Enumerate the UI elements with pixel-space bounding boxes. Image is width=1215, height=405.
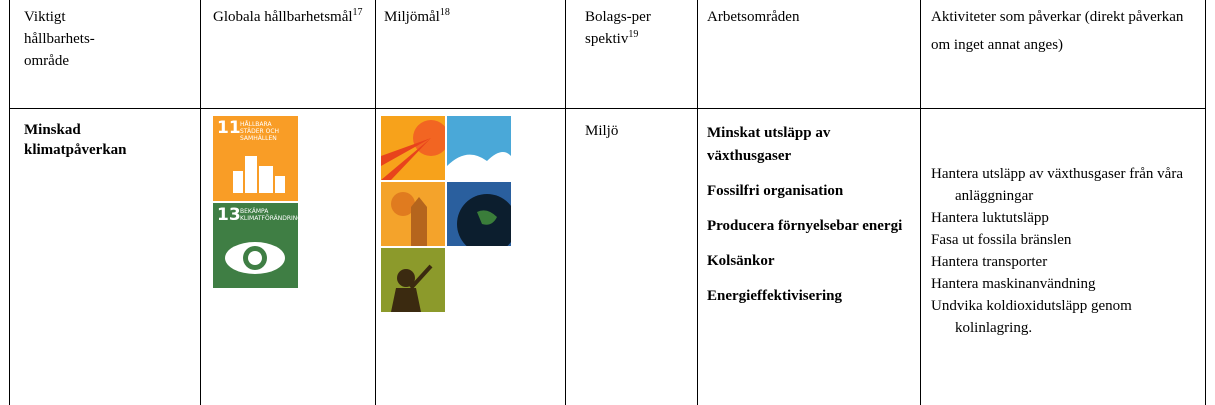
header-text: Aktiviteter som påverkar (direkt påverka… bbox=[931, 9, 1184, 53]
header-text: Arbetsområden bbox=[707, 9, 800, 25]
header-cell: Bolags-perspektiv19 bbox=[585, 6, 655, 50]
sdg-label: BEKÄMPA KLIMATFÖRÄNDRINGARNA bbox=[240, 208, 319, 222]
person bbox=[391, 264, 433, 312]
sdg-icon: 11 HÅLLBARA STÄDER OCH SAMHÄLLEN bbox=[213, 116, 298, 201]
eye-icon bbox=[225, 242, 285, 274]
work-areas: Minskat utsläpp av växthusgaser Fossilfri… bbox=[707, 122, 912, 320]
border bbox=[200, 0, 201, 405]
globe bbox=[457, 194, 517, 254]
footnote: 17 bbox=[352, 7, 363, 18]
activity: Hantera utsläpp av växthusgaser från vår… bbox=[931, 166, 1183, 204]
env-icon bbox=[381, 182, 445, 246]
footnote: 18 bbox=[439, 7, 450, 18]
header-cell: Globala hållbarhetsmål17 bbox=[213, 6, 368, 28]
perspective: Miljö bbox=[585, 123, 619, 139]
header-text: Bolags-perspektiv bbox=[585, 9, 651, 47]
work-area: Energieffektivisering bbox=[707, 288, 842, 304]
work-area: Minskat utsläpp av växthusgaser bbox=[707, 125, 831, 164]
header-cell: Miljömål18 bbox=[384, 6, 554, 28]
activity: Hantera transporter bbox=[931, 254, 1048, 270]
border bbox=[565, 0, 566, 405]
sun bbox=[381, 120, 449, 180]
header-text: Viktigt hållbarhets-område bbox=[24, 9, 95, 69]
header-text: Miljömål bbox=[384, 9, 440, 25]
env-icon bbox=[381, 116, 449, 180]
activity: Hantera maskinanvändning bbox=[931, 276, 1096, 292]
sdg-number: 11 bbox=[217, 118, 241, 138]
env-icon bbox=[381, 248, 445, 312]
activities: Hantera utsläpp av växthusgaser från vår… bbox=[931, 163, 1196, 339]
work-area: Producera förnyelsebar energi bbox=[707, 218, 903, 234]
header-text: Globala hållbarhetsmål bbox=[213, 9, 353, 25]
activity: Undvika koldioxidutsläpp genom kolinlagr… bbox=[931, 298, 1132, 336]
env-icon bbox=[447, 116, 511, 180]
work-area: Fossilfri organisation bbox=[707, 183, 844, 199]
border bbox=[697, 0, 698, 405]
work-area: Kolsänkor bbox=[707, 253, 775, 269]
activity: Hantera luktutsläpp bbox=[931, 210, 1049, 226]
cloud bbox=[447, 152, 511, 180]
header-cell: Aktiviteter som påverkar (direkt påverka… bbox=[931, 3, 1201, 59]
city-icon bbox=[233, 156, 285, 193]
tower bbox=[381, 182, 445, 246]
footnote: 19 bbox=[628, 29, 639, 40]
sdg-label: HÅLLBARA STÄDER OCH SAMHÄLLEN bbox=[240, 121, 280, 142]
border bbox=[375, 0, 376, 405]
env-icon bbox=[447, 182, 517, 254]
border bbox=[920, 0, 921, 405]
sdg-icon: 13 BEKÄMPA KLIMATFÖRÄNDRINGARNA bbox=[213, 203, 319, 288]
activity: Fasa ut fossila bränslen bbox=[931, 232, 1072, 248]
sdg-number: 13 bbox=[217, 205, 241, 225]
border bbox=[9, 0, 10, 405]
header-cell: Arbetsområden bbox=[707, 6, 907, 28]
header-cell: Viktigt hållbarhets-område bbox=[24, 6, 114, 72]
area: Minskad klimatpåverkan bbox=[24, 122, 127, 158]
border bbox=[1205, 0, 1206, 405]
border bbox=[9, 108, 1206, 109]
